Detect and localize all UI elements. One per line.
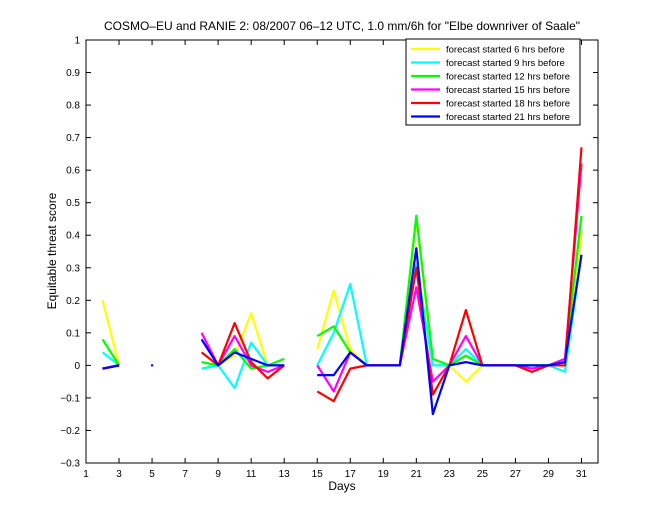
chart-title: COSMO–EU and RANIE 2: 08/2007 06–12 UTC,…	[104, 19, 580, 33]
legend-label: forecast started 6 hrs before	[446, 45, 565, 56]
x-tick-label: 15	[312, 469, 324, 480]
y-tick-label: 0.4	[66, 231, 80, 242]
y-tick-label: 0.8	[66, 101, 80, 112]
y-tick-label: 0.6	[66, 166, 80, 177]
x-axis: 1 3 5 7 9 11 13 15 17 19 21 23 25 27 29 31	[83, 40, 587, 480]
x-tick-label: 31	[576, 469, 588, 480]
series-segment	[102, 364, 120, 370]
y-tick-label: 1	[74, 36, 80, 47]
series-segment	[317, 247, 583, 416]
x-tick-label: 27	[510, 469, 522, 480]
y-tick-label: 0.5	[66, 198, 80, 209]
y-tick-label: 0.1	[66, 328, 80, 339]
y-tick-label: −0.2	[60, 426, 80, 437]
x-tick-label: 29	[543, 469, 555, 480]
series-segment	[200, 321, 285, 380]
x-tick-label: 5	[149, 469, 155, 480]
x-tick-label: 1	[83, 469, 89, 480]
y-tick-label: 0.7	[66, 133, 80, 144]
y-tick-label: 0.2	[66, 296, 80, 307]
x-tick-label: 17	[345, 469, 357, 480]
y-tick-label: −0.3	[60, 459, 80, 470]
legend: forecast started 6 hrs before forecast st…	[405, 38, 581, 126]
x-tick-label: 11	[246, 469, 257, 480]
legend-label: forecast started 15 hrs before	[446, 85, 570, 96]
legend-label: forecast started 9 hrs before	[446, 58, 565, 69]
series-layer	[101, 147, 583, 416]
y-axis: −0.3 −0.2 −0.1 0 0.1 0.2 0.3 0.4 0.5 0.6 0.7 0.8 0.9…	[60, 36, 598, 470]
y-tick-label: 0	[74, 361, 80, 372]
x-axis-label: Days	[328, 479, 355, 493]
x-tick-label: 19	[378, 469, 390, 480]
y-tick-label: 0.9	[66, 68, 80, 79]
x-tick-label: 9	[215, 469, 221, 480]
legend-label: forecast started 18 hrs before	[446, 99, 570, 110]
x-tick-label: 21	[411, 469, 423, 480]
series-line	[102, 247, 583, 416]
x-tick-label: 13	[279, 469, 291, 480]
x-tick-label: 3	[116, 469, 122, 480]
x-tick-label: 7	[182, 469, 188, 480]
series-point	[150, 364, 154, 367]
series-segment	[101, 300, 121, 366]
legend-label: forecast started 12 hrs before	[446, 72, 570, 83]
series-segment	[101, 351, 120, 367]
legend-box	[405, 38, 581, 126]
series-segment	[101, 338, 120, 366]
legend-label: forecast started 21 hrs before	[446, 112, 570, 123]
y-tick-label: 0.3	[66, 263, 80, 274]
x-tick-label: 25	[477, 469, 489, 480]
y-axis-label: Equitable threat score	[45, 192, 59, 309]
series-segment	[200, 338, 285, 367]
x-tick-label: 23	[444, 469, 456, 480]
y-tick-label: −0.1	[60, 393, 80, 404]
